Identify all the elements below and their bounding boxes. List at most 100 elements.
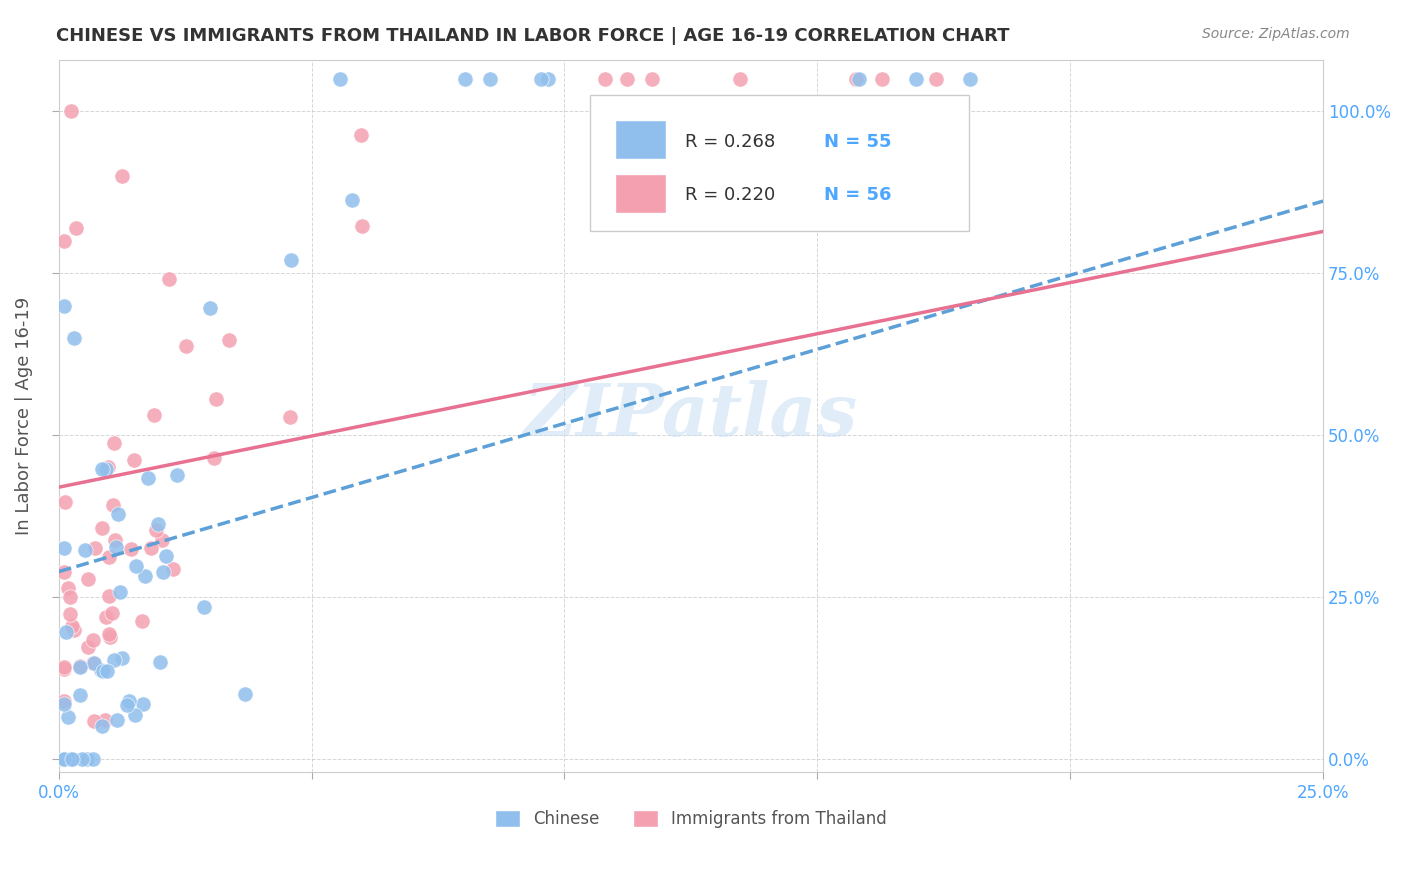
Point — [616, 72, 638, 87]
Point — [60, 104, 83, 119]
Point — [149, 655, 172, 669]
Point — [56, 710, 79, 724]
Point — [52, 697, 75, 711]
Point — [98, 549, 121, 564]
Bar — [614, 174, 665, 213]
Point — [52, 660, 75, 674]
Point — [136, 471, 159, 485]
Point — [101, 606, 124, 620]
Point — [104, 533, 127, 548]
Point — [166, 467, 188, 482]
Point — [83, 656, 105, 670]
Point — [350, 128, 373, 142]
Point — [94, 713, 117, 727]
Point — [60, 752, 83, 766]
Point — [53, 541, 76, 555]
Point — [110, 169, 132, 184]
Point — [959, 72, 981, 87]
Point — [96, 462, 118, 476]
Point — [640, 72, 662, 87]
Point — [205, 392, 228, 406]
Point — [94, 609, 117, 624]
Point — [97, 627, 120, 641]
Point — [537, 72, 560, 87]
Point — [145, 523, 167, 537]
Point — [202, 450, 225, 465]
Legend: Chinese, Immigrants from Thailand: Chinese, Immigrants from Thailand — [488, 804, 894, 835]
Point — [845, 72, 868, 87]
Point — [63, 331, 86, 345]
Point — [52, 299, 75, 313]
Point — [82, 632, 104, 647]
Text: Source: ZipAtlas.com: Source: ZipAtlas.com — [1202, 27, 1350, 41]
Point — [342, 193, 364, 207]
Point — [52, 234, 75, 248]
Point — [96, 665, 118, 679]
Point — [593, 72, 616, 87]
Point — [152, 566, 174, 580]
Point — [73, 542, 96, 557]
Point — [70, 752, 93, 766]
Point — [82, 752, 104, 766]
Point — [55, 494, 77, 508]
Text: R = 0.220: R = 0.220 — [685, 186, 775, 204]
Point — [90, 521, 112, 535]
Point — [120, 542, 142, 557]
Point — [107, 507, 129, 521]
Point — [454, 72, 477, 87]
Point — [125, 558, 148, 573]
Point — [65, 221, 87, 235]
Point — [91, 719, 114, 733]
Point — [329, 72, 352, 87]
Point — [142, 408, 165, 422]
Point — [155, 549, 177, 563]
Point — [122, 453, 145, 467]
Point — [152, 533, 174, 547]
Point — [905, 72, 928, 87]
Text: R = 0.268: R = 0.268 — [685, 133, 775, 151]
Point — [162, 562, 184, 576]
Text: ZIPatlas: ZIPatlas — [524, 380, 858, 451]
Point — [218, 333, 240, 347]
Text: N = 56: N = 56 — [824, 186, 891, 204]
Point — [59, 607, 82, 622]
Point — [479, 72, 502, 87]
Point — [84, 541, 107, 555]
Point — [870, 72, 893, 87]
Point — [131, 615, 153, 629]
Point — [53, 662, 76, 676]
Point — [157, 272, 180, 286]
Point — [118, 694, 141, 708]
Bar — [614, 120, 665, 160]
Point — [82, 656, 104, 670]
Point — [77, 572, 100, 586]
Y-axis label: In Labor Force | Age 16-19: In Labor Force | Age 16-19 — [15, 297, 32, 535]
Point — [200, 301, 222, 315]
Point — [83, 714, 105, 728]
Point — [141, 541, 163, 555]
Point — [52, 694, 75, 708]
Point — [134, 569, 156, 583]
Point — [59, 752, 82, 766]
Point — [350, 219, 373, 233]
Point — [233, 687, 256, 701]
Point — [111, 650, 134, 665]
Point — [60, 752, 83, 766]
Point — [108, 585, 131, 599]
Point — [105, 713, 128, 727]
Point — [91, 462, 114, 476]
Text: N = 55: N = 55 — [824, 133, 891, 151]
Point — [174, 339, 197, 353]
Point — [115, 698, 138, 712]
Point — [728, 72, 751, 87]
Point — [69, 688, 91, 702]
Point — [124, 708, 146, 723]
Point — [90, 664, 112, 678]
Point — [103, 653, 125, 667]
Point — [131, 697, 153, 711]
Point — [193, 599, 215, 614]
Point — [98, 630, 121, 644]
Point — [52, 752, 75, 766]
Point — [105, 540, 128, 554]
Point — [58, 581, 80, 595]
